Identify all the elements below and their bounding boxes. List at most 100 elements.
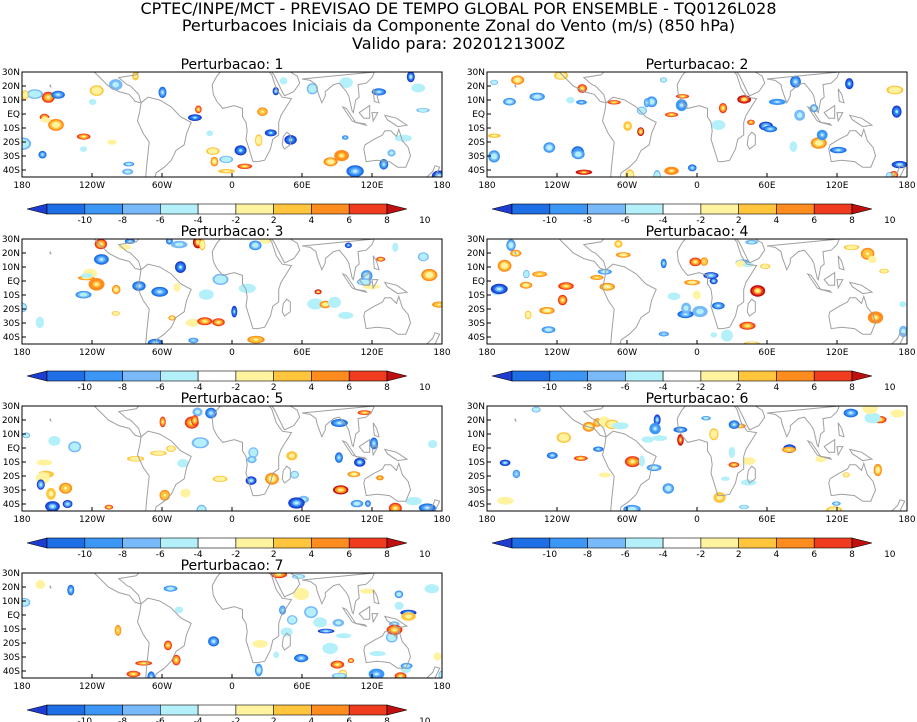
x-tick-label: 60E: [293, 682, 310, 692]
anomaly-contour: [222, 170, 231, 173]
colorbar-label: 10: [419, 216, 431, 226]
y-tick-label: 10N: [467, 430, 485, 440]
colorbar-arrow-low: [491, 370, 513, 382]
colorbar-segment: [549, 537, 588, 549]
colorbar-label: -4: [659, 216, 668, 226]
anomaly-contour: [629, 508, 635, 511]
anomaly-contour: [311, 301, 320, 307]
anomaly-contour: [195, 440, 205, 446]
anomaly-contour: [730, 449, 734, 456]
colorbar-label: -6: [621, 216, 630, 226]
anomaly-contour: [48, 436, 61, 446]
anomaly-contour: [393, 507, 397, 510]
y-tick-label: 10N: [2, 96, 20, 106]
anomaly-contour: [347, 244, 350, 246]
coastline: [746, 465, 756, 484]
anomaly-contour: [704, 417, 708, 419]
colorbar-arrow-high: [386, 203, 408, 215]
anomaly-contour: [616, 242, 621, 246]
anomaly-contour: [41, 153, 44, 156]
coastline: [426, 499, 441, 511]
colorbar-label: 6: [346, 383, 352, 393]
anomaly-contour: [289, 453, 295, 459]
y-tick-label: 20S: [3, 639, 20, 649]
colorbar-segment: [197, 537, 237, 549]
coastline: [823, 104, 836, 119]
coastline: [358, 271, 371, 286]
anomaly-contour: [397, 593, 400, 596]
anomaly-contour: [131, 457, 140, 461]
colorbar-label: -4: [194, 717, 203, 722]
anomaly-contour: [154, 451, 163, 455]
anomaly-contour: [560, 434, 568, 441]
anomaly-contour: [564, 285, 568, 287]
anomaly-contour: [377, 91, 381, 93]
anomaly-contour: [887, 173, 891, 177]
coastline: [746, 131, 756, 150]
anomaly-contour: [54, 123, 58, 127]
coastline: [850, 239, 852, 240]
anomaly-contour: [299, 657, 304, 660]
anomaly-contour: [902, 330, 905, 333]
colorbar-label: -4: [659, 383, 668, 393]
anomaly-contour: [372, 441, 375, 445]
y-tick-label: 10N: [467, 263, 485, 273]
anomaly-contour: [712, 280, 715, 282]
colorbar-label: 8: [384, 383, 390, 393]
colorbar-label: 2: [271, 550, 277, 560]
anomaly-contour: [503, 462, 507, 464]
x-tick-label: 0: [229, 181, 235, 191]
y-tick-label: 30S: [3, 653, 20, 663]
colorbar-segment: [700, 537, 740, 549]
y-tick-label: 30N: [2, 402, 20, 412]
coastline: [49, 251, 52, 255]
anomaly-contour: [435, 654, 440, 659]
colorbar-arrow-low: [491, 203, 513, 215]
colorbar-segment: [662, 370, 702, 382]
colorbar-segment: [624, 537, 664, 549]
anomaly-contour: [680, 95, 685, 97]
anomaly-contour: [171, 317, 173, 319]
anomaly-contour: [600, 473, 610, 477]
anomaly-contour: [597, 448, 600, 450]
anomaly-contour: [213, 160, 216, 163]
anomaly-contour: [275, 90, 277, 93]
colorbar-segment: [776, 537, 815, 549]
y-tick-label: 10S: [3, 124, 20, 134]
anomaly-contour: [595, 276, 599, 279]
anomaly-contour: [497, 287, 502, 291]
coastline: [355, 622, 368, 628]
y-tick-label: 30S: [3, 486, 20, 496]
colorbar-label: 4: [309, 383, 315, 393]
anomaly-contour: [876, 468, 879, 472]
anomaly-contour: [253, 338, 259, 341]
anomaly-contour: [683, 313, 688, 316]
y-tick-label: EQ: [472, 110, 485, 120]
anomaly-contour: [667, 292, 681, 301]
anomaly-contour: [580, 101, 583, 103]
anomaly-contour: [124, 170, 131, 174]
colorbar-segment: [700, 203, 740, 215]
anomaly-contour: [797, 112, 803, 118]
colorbar-label: -10: [77, 216, 92, 226]
anomaly-contour: [742, 98, 746, 101]
colorbar-segment: [84, 537, 123, 549]
anomaly-contour: [392, 628, 397, 632]
y-tick-label: 20S: [3, 472, 20, 482]
coastline: [848, 448, 874, 462]
anomaly-contour: [581, 87, 584, 90]
anomaly-contour: [82, 273, 92, 278]
x-tick-label: 0: [229, 515, 235, 525]
colorbar-segment: [197, 370, 237, 382]
perturbation-field: [22, 239, 442, 344]
anomaly-contour: [507, 100, 512, 103]
anomaly-contour: [755, 289, 760, 293]
anomaly-contour: [893, 411, 902, 416]
anomaly-contour: [711, 431, 717, 438]
anomaly-contour: [163, 494, 167, 497]
anomaly-contour: [652, 466, 656, 469]
y-tick-label: 40S: [468, 500, 485, 510]
colorbar-segment: [311, 370, 350, 382]
panel-title: Perturbacao: 7: [181, 558, 284, 574]
anomaly-contour: [691, 167, 694, 169]
